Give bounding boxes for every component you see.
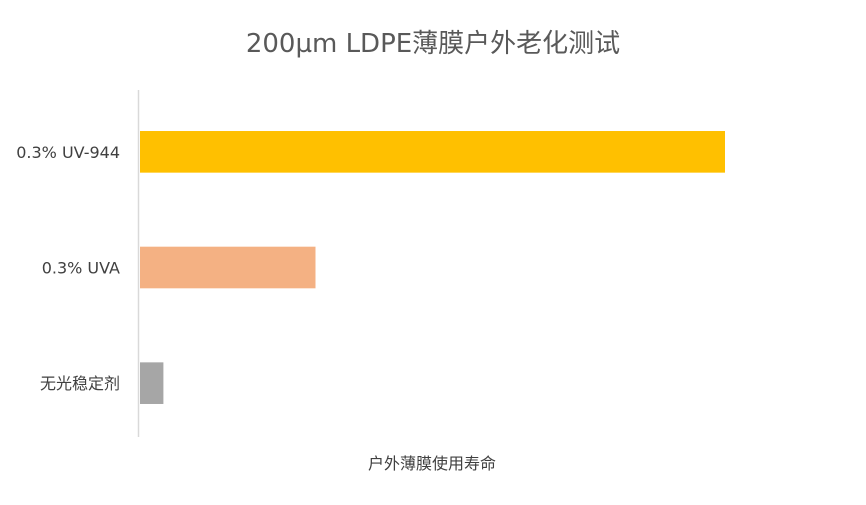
bars-layer [140,131,725,404]
x-axis-title: 户外薄膜使用寿命 [368,454,496,473]
category-label-1: 0.3% UVA [42,259,120,278]
bar-2 [140,362,164,404]
chart-title: 200µm LDPE薄膜户外老化测试 [246,29,620,59]
bar-0 [140,131,725,173]
category-labels: 0.3% UV-944 0.3% UVA 无光稳定剂 [16,143,120,393]
category-label-0: 0.3% UV-944 [16,143,120,162]
bar-1 [140,246,316,289]
category-label-2: 无光稳定剂 [40,374,120,393]
